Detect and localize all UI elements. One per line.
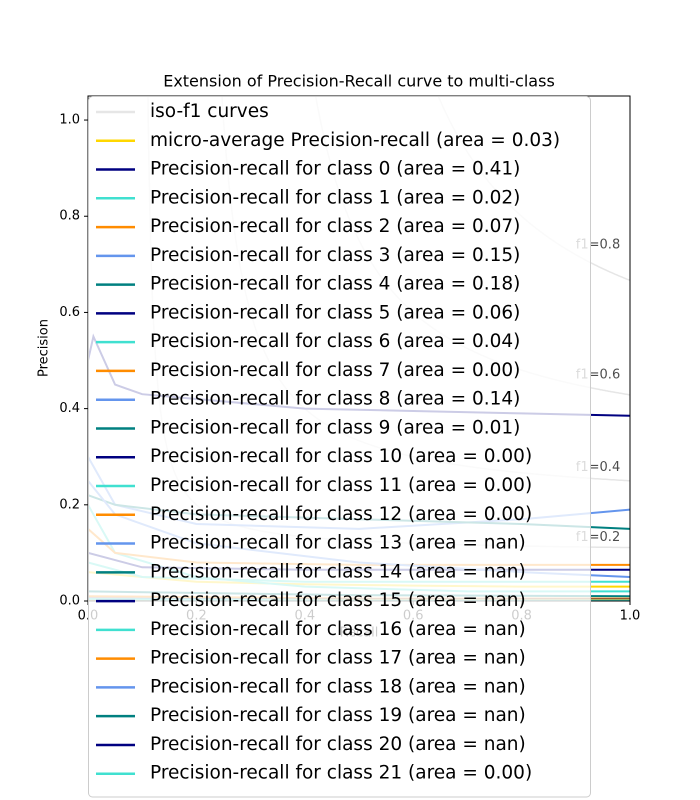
y-tick-label: 0.2 [59, 497, 80, 512]
legend-label: Precision-recall for class 5 (area = 0.0… [150, 302, 520, 323]
legend-label: Precision-recall for class 20 (area = na… [150, 734, 526, 755]
legend-label: Precision-recall for class 0 (area = 0.4… [150, 159, 520, 180]
legend-label: micro-average Precision-recall (area = 0… [150, 130, 560, 151]
y-tick-label: 1.0 [59, 113, 80, 128]
y-tick-label: 0.0 [59, 594, 80, 609]
legend-label: Precision-recall for class 3 (area = 0.1… [150, 245, 520, 266]
y-axis-label: Precision [37, 319, 52, 377]
y-tick-label: 0.4 [59, 401, 80, 416]
legend: iso-f1 curves micro-average Precision-rec… [88, 96, 591, 798]
legend-label: Precision-recall for class 7 (area = 0.0… [150, 360, 520, 381]
legend-label: Precision-recall for class 13 (area = na… [150, 533, 526, 554]
legend-box [88, 96, 591, 798]
legend-label: Precision-recall for class 10 (area = 0.… [150, 446, 532, 467]
legend-label: Precision-recall for class 1 (area = 0.0… [150, 187, 520, 208]
legend-label: Precision-recall for class 21 (area = 0.… [150, 763, 532, 784]
legend-label: Precision-recall for class 19 (area = na… [150, 705, 526, 726]
legend-label: Precision-recall for class 4 (area = 0.1… [150, 274, 520, 295]
legend-label: iso-f1 curves [150, 101, 269, 122]
y-tick-label: 0.8 [59, 209, 80, 224]
legend-label: Precision-recall for class 16 (area = na… [150, 619, 526, 640]
chart-title: Extension of Precision-Recall curve to m… [163, 72, 555, 91]
legend-label: Precision-recall for class 8 (area = 0.1… [150, 389, 520, 410]
legend-label: Precision-recall for class 6 (area = 0.0… [150, 331, 520, 352]
legend-label: Precision-recall for class 12 (area = 0.… [150, 504, 532, 525]
legend-label: Precision-recall for class 17 (area = na… [150, 648, 526, 669]
y-tick-label: 0.6 [59, 305, 80, 320]
legend-label: Precision-recall for class 9 (area = 0.0… [150, 417, 520, 438]
legend-label: Precision-recall for class 11 (area = 0.… [150, 475, 532, 496]
legend-label: Precision-recall for class 15 (area = na… [150, 590, 526, 611]
legend-label: Precision-recall for class 14 (area = na… [150, 561, 526, 582]
x-tick-label: 1.0 [620, 609, 641, 624]
legend-label: Precision-recall for class 18 (area = na… [150, 676, 526, 697]
legend-label: Precision-recall for class 2 (area = 0.0… [150, 216, 520, 237]
